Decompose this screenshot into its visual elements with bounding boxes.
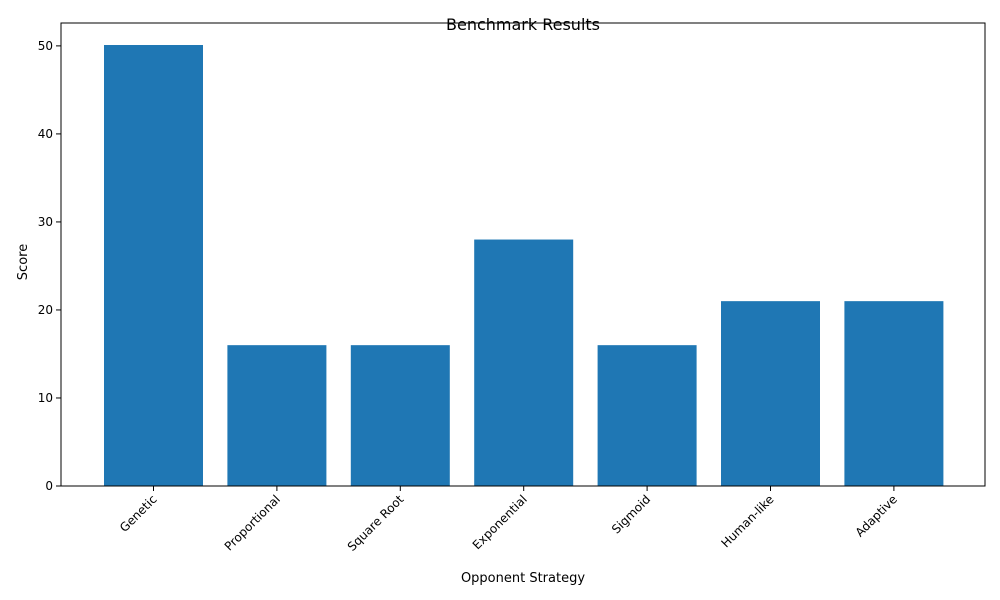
y-tick-label: 0 <box>45 479 53 493</box>
y-axis-label: Score <box>16 244 31 280</box>
y-tick-label: 10 <box>38 391 53 405</box>
x-axis: Genetic Proportional Square Root Exponentia… <box>117 486 900 554</box>
bar-adaptive <box>844 301 944 486</box>
bar-human-like <box>721 301 820 486</box>
x-tick-label: Adaptive <box>853 492 900 539</box>
x-tick-label: Proportional <box>222 492 283 553</box>
bar-sigmoid <box>597 345 697 486</box>
x-tick-label: Genetic <box>117 492 160 535</box>
chart-title: Benchmark Results <box>446 15 600 34</box>
x-tick-label: Square Root <box>345 492 407 554</box>
x-tick-label: Human-like <box>719 492 777 550</box>
x-tick-label: Exponential <box>470 492 530 552</box>
bar-genetic <box>104 45 203 486</box>
plot-frame <box>60 22 986 487</box>
bars-group <box>104 45 944 486</box>
y-tick-label: 40 <box>38 127 53 141</box>
x-tick-label: Sigmoid <box>609 492 653 536</box>
bar-proportional <box>227 345 327 486</box>
bar-exponential <box>474 239 574 486</box>
x-axis-label: Opponent Strategy <box>461 571 585 586</box>
y-axis: 0 10 20 30 40 50 <box>38 39 61 493</box>
y-tick-label: 20 <box>38 303 53 317</box>
bar-square-root <box>350 345 450 486</box>
y-tick-label: 50 <box>38 39 53 53</box>
y-tick-label: 30 <box>38 215 53 229</box>
